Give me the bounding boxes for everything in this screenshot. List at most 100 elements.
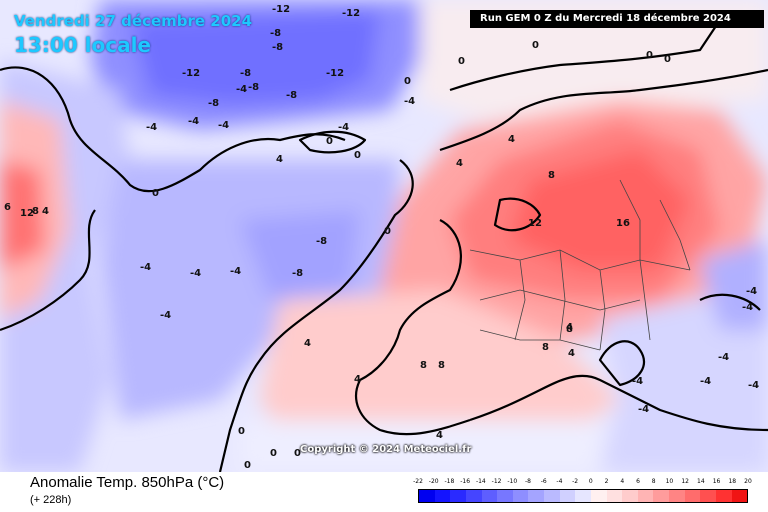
contour-label: -4 (700, 376, 711, 387)
color-scale-swatch (622, 490, 638, 502)
contour-label: -12 (326, 68, 344, 79)
country-borders (469, 179, 691, 351)
contour-label: 4 (276, 154, 283, 165)
color-scale-label: -12 (491, 478, 502, 485)
color-scale-label: 14 (697, 478, 705, 485)
contour-label: -4 (632, 376, 643, 387)
color-scale-swatch (544, 490, 560, 502)
color-scale-swatch (559, 490, 576, 502)
contour-label: 8 (566, 324, 573, 335)
color-scale-swatch (669, 490, 685, 502)
anomaly-fields (0, 0, 768, 472)
contour-label: -4 (218, 120, 229, 131)
color-scale-label: 20 (744, 478, 752, 485)
contour-label: 8 (32, 206, 39, 217)
contour-label: -4 (236, 84, 247, 95)
contour-label: -4 (748, 380, 759, 391)
contour-label: 0 (532, 40, 539, 51)
contour-label: 8 (542, 342, 549, 353)
contour-label: -8 (240, 68, 251, 79)
color-scale-label: 10 (665, 478, 674, 485)
color-scale-label: -6 (540, 478, 547, 485)
contour-label: 4 (566, 322, 573, 333)
color-scale-swatch (528, 490, 544, 502)
color-scale-swatch (481, 490, 498, 502)
contour-label: 0 (238, 426, 245, 437)
color-scale-swatch (653, 490, 669, 502)
contour-label: -4 (338, 122, 349, 133)
contour-label: -8 (286, 90, 297, 101)
color-scale-swatch (512, 490, 529, 502)
contour-label: -8 (316, 236, 327, 247)
color-scale-label: -16 (460, 478, 471, 485)
contour-label: -12 (342, 8, 360, 19)
color-scale-swatch (606, 490, 623, 502)
contour-labels: -12 -12-12 -12-8-8-8-8-8-8-8-8-4-4-4 -4 -4-4… (4, 4, 759, 471)
contour-label: -12 (182, 68, 200, 79)
contour-label: -12 (272, 4, 290, 15)
contour-label: 16 (616, 218, 630, 229)
contour-label: 8 (420, 360, 427, 371)
contour-label: 0 (404, 76, 411, 87)
color-scale-label: -22 (413, 478, 423, 485)
svalbard-coast (449, 19, 721, 92)
color-scale-label: 12 (681, 478, 689, 485)
contour-label: -4 (638, 404, 649, 415)
contour-label: -4 (190, 268, 201, 279)
contour-label: 0 (458, 56, 465, 67)
contour-label: 8 (548, 170, 555, 181)
contour-label: -4 (188, 116, 199, 127)
mediterranean-coast (469, 374, 768, 432)
color-scale-label: 4 (620, 478, 625, 485)
color-scale-labels: -22 -20 -18 -16 -14 -12 -10 -8 -6 -4 -2 0 2 4 6 8 10 12 14… (413, 478, 752, 488)
copyright-notice: Copyright © 2024 Meteociel.fr (300, 444, 472, 455)
contour-label: -4 (230, 266, 241, 277)
contour-label: -8 (270, 28, 281, 39)
lead-time: (+ 228h) (30, 494, 72, 506)
color-scale-label: 18 (728, 478, 737, 485)
color-scale-label: 2 (604, 478, 609, 485)
color-scale-label: 16 (712, 478, 721, 485)
color-scale-swatch (590, 490, 607, 502)
variable-title: Anomalie Temp. 850hPa (°C) (30, 474, 225, 491)
contour-label: -4 (140, 262, 151, 273)
map-legend-footer: Anomalie Temp. 850hPa (°C) (+ 228h) -22-… (0, 472, 768, 512)
scandinavia-coast (439, 68, 768, 152)
color-scale-swatch (465, 490, 482, 502)
contour-label: 4 (456, 158, 463, 169)
contour-label: -8 (292, 268, 303, 279)
model-run-label: Run GEM 0 Z du Mercredi 18 décembre 2024 (470, 10, 764, 28)
contour-label: 0 (646, 50, 653, 61)
contour-label: 0 (270, 448, 277, 459)
contour-label: 12 (20, 208, 34, 219)
color-scale-swatch (419, 490, 435, 502)
color-scale-label: 8 (651, 478, 656, 485)
color-scale-bar (418, 489, 748, 503)
contour-label: 4 (42, 206, 49, 217)
contour-label: -4 (746, 286, 757, 297)
color-scale-swatch (637, 490, 654, 502)
color-scale-label: 6 (636, 478, 640, 485)
contour-label: -4 (718, 352, 729, 363)
contour-label: -4 (742, 302, 753, 313)
iberia-coast (355, 219, 471, 436)
contour-label: 4 (508, 134, 515, 145)
color-scale-label: 0 (588, 478, 593, 485)
color-scale-label: -8 (525, 478, 531, 485)
contour-label: -4 (160, 310, 171, 321)
contour-label: 4 (568, 348, 575, 359)
western-coast (218, 159, 414, 472)
color-scale-label: -20 (428, 478, 439, 485)
color-scale-label: -10 (507, 478, 518, 485)
coastlines (0, 19, 768, 472)
color-scale-swatch (684, 490, 701, 502)
contour-label: 6 (4, 202, 11, 213)
color-scale-label: -14 (475, 478, 486, 485)
contour-label: -4 (146, 122, 157, 133)
color-scale-label: -18 (444, 478, 455, 485)
iceland-coast (298, 130, 367, 154)
color-scale-label: -4 (556, 478, 563, 485)
forecast-time-title: 13:00 locale (14, 33, 151, 57)
contour-label: 0 (384, 226, 391, 237)
